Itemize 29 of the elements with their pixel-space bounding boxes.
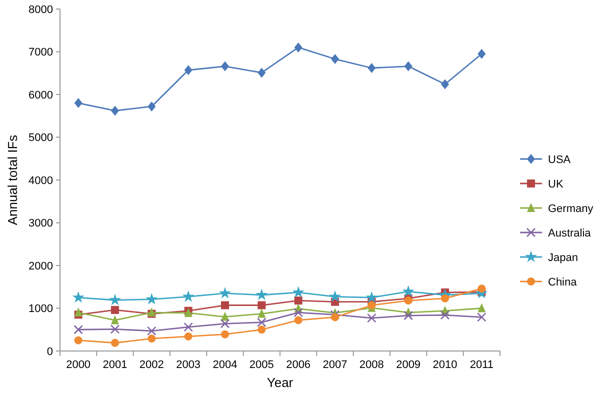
x-tick-label: 2011 [470,359,494,371]
x-tick-label: 2008 [359,359,384,371]
x-tick-label: 2000 [66,359,91,371]
legend-label: Germany [548,202,594,215]
legend-label: USA [548,154,572,166]
legend-label: China [548,276,578,288]
x-tick-label: 2004 [212,359,238,371]
x-tick-label: 2005 [249,359,274,371]
y-tick-label: 6000 [28,89,53,102]
legend-label: Japan [548,252,578,264]
legend-label: Australia [548,227,592,240]
x-tick-label: 2002 [139,359,164,371]
legend-label: UK [548,178,564,190]
y-tick-label: 3000 [28,218,53,230]
x-tick-label: 2007 [322,359,348,371]
y-tick-label: 2000 [28,260,53,272]
x-tick-label: 2006 [286,359,311,371]
y-tick-label: 8000 [28,4,53,16]
x-axis-title: Year [266,375,294,390]
y-tick-label: 5000 [28,132,53,144]
x-tick-label: 2009 [396,359,421,371]
y-tick-label: 1000 [28,303,53,316]
x-tick-label: 2001 [102,359,128,371]
y-axis-title: Annual total IFs [5,134,20,226]
y-tick-label: 0 [46,346,53,358]
x-tick-label: 2003 [176,359,201,371]
y-tick-label: 7000 [28,46,53,59]
y-tick-label: 4000 [28,174,53,187]
x-tick-label: 2010 [432,359,458,371]
